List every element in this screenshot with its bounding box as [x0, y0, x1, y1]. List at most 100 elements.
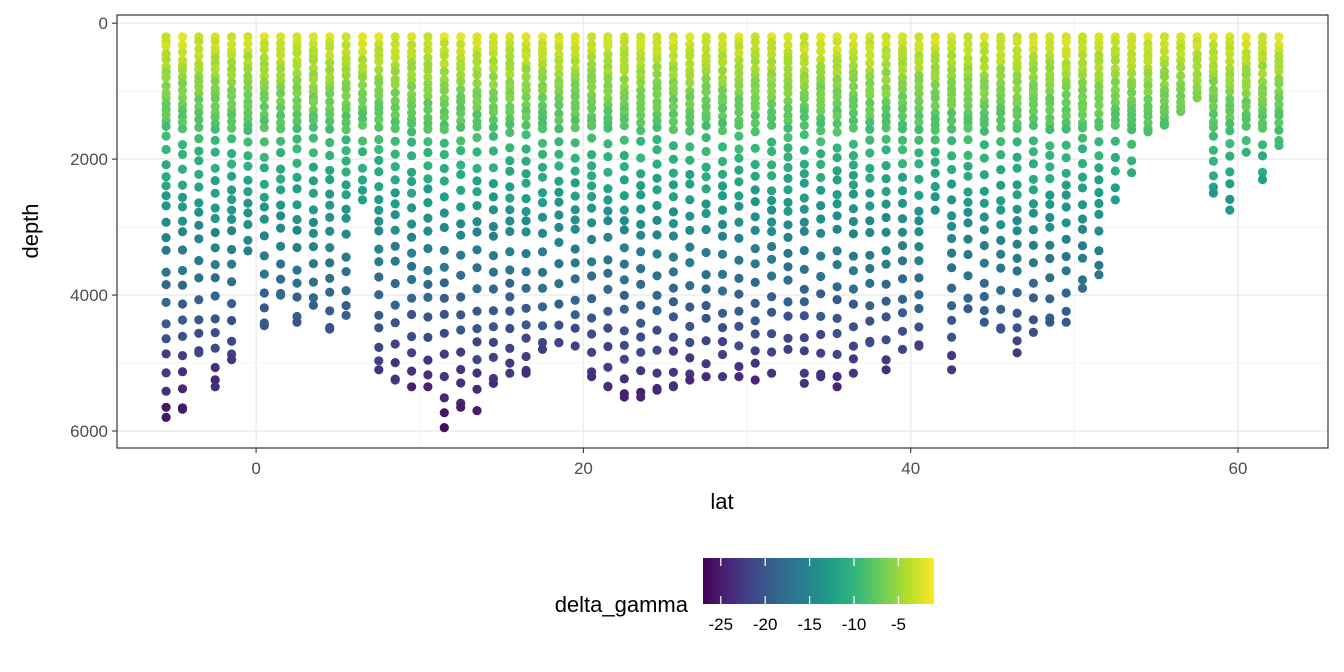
data-point [865, 201, 875, 211]
data-point [227, 171, 237, 181]
data-point [570, 178, 580, 188]
data-point [734, 321, 744, 331]
data-point [259, 251, 269, 261]
data-point [799, 378, 809, 388]
data-point [177, 78, 188, 88]
data-point [734, 341, 744, 351]
data-point [717, 66, 728, 76]
data-point [1028, 185, 1038, 195]
data-point [1077, 133, 1088, 143]
data-point [439, 423, 449, 433]
data-point [1061, 153, 1071, 163]
data-point [177, 331, 188, 341]
data-point [701, 359, 711, 369]
data-point [227, 355, 237, 365]
data-point [276, 124, 286, 134]
data-point [587, 121, 597, 131]
data-point [750, 277, 760, 287]
data-point [439, 99, 449, 109]
data-point [947, 283, 957, 293]
data-point [439, 67, 449, 77]
data-point [1143, 81, 1153, 91]
data-point [390, 375, 400, 385]
data-point [652, 116, 662, 126]
data-point [259, 32, 269, 42]
data-point [1077, 214, 1088, 224]
data-point [799, 346, 809, 356]
data-point [1225, 119, 1235, 129]
data-point [996, 71, 1006, 81]
data-point [1127, 88, 1137, 98]
data-point [292, 102, 302, 112]
data-point [259, 102, 269, 112]
data-point [1045, 162, 1055, 172]
data-point [423, 45, 433, 55]
data-point [423, 32, 433, 42]
data-point [472, 306, 482, 316]
data-point [1257, 174, 1268, 185]
data-point [472, 133, 482, 143]
data-point [750, 159, 760, 170]
data-point [587, 32, 597, 42]
data-point [537, 247, 548, 257]
data-point [521, 206, 531, 217]
data-point [521, 216, 531, 226]
data-point [259, 303, 269, 313]
data-point [603, 73, 613, 84]
data-point [783, 162, 793, 173]
data-point [488, 306, 498, 316]
data-point [652, 185, 662, 195]
data-point [668, 168, 679, 178]
data-point [390, 117, 400, 127]
data-point [1061, 98, 1071, 108]
data-point [652, 200, 662, 211]
data-point [587, 218, 597, 228]
data-point [1061, 89, 1071, 100]
data-point [979, 101, 989, 111]
data-point [816, 329, 826, 340]
data-point [865, 50, 875, 60]
data-point [947, 332, 957, 342]
data-point [227, 123, 237, 133]
data-point [423, 312, 433, 322]
data-point [603, 195, 613, 205]
data-point [1208, 102, 1218, 112]
data-point [636, 153, 646, 163]
data-point [488, 192, 498, 202]
data-point [881, 312, 891, 322]
data-point [603, 216, 613, 226]
data-point [505, 156, 515, 166]
data-point [1208, 145, 1218, 155]
data-point [750, 225, 760, 235]
data-point [783, 32, 793, 42]
data-point [505, 70, 515, 80]
data-point [1045, 212, 1055, 223]
data-point [685, 281, 695, 291]
data-point [472, 355, 482, 365]
data-point [717, 111, 728, 121]
data-point [341, 135, 351, 145]
legend-tick-label: -15 [797, 615, 822, 634]
data-point [734, 153, 744, 163]
data-point [1045, 80, 1055, 90]
data-point [505, 358, 515, 368]
data-point [832, 127, 842, 137]
data-point [521, 112, 531, 122]
data-point [652, 37, 662, 47]
data-point [177, 40, 188, 50]
data-point [767, 271, 777, 281]
data-point [799, 32, 809, 42]
data-point [423, 226, 433, 236]
data-point [227, 214, 237, 224]
data-point [161, 81, 171, 91]
data-point [1225, 94, 1235, 104]
data-point [603, 306, 613, 316]
data-point [881, 32, 891, 42]
data-point [652, 385, 662, 395]
data-point [848, 341, 859, 351]
data-point [423, 382, 433, 392]
data-point [1077, 110, 1088, 120]
data-point [750, 118, 760, 128]
data-point [521, 368, 531, 378]
